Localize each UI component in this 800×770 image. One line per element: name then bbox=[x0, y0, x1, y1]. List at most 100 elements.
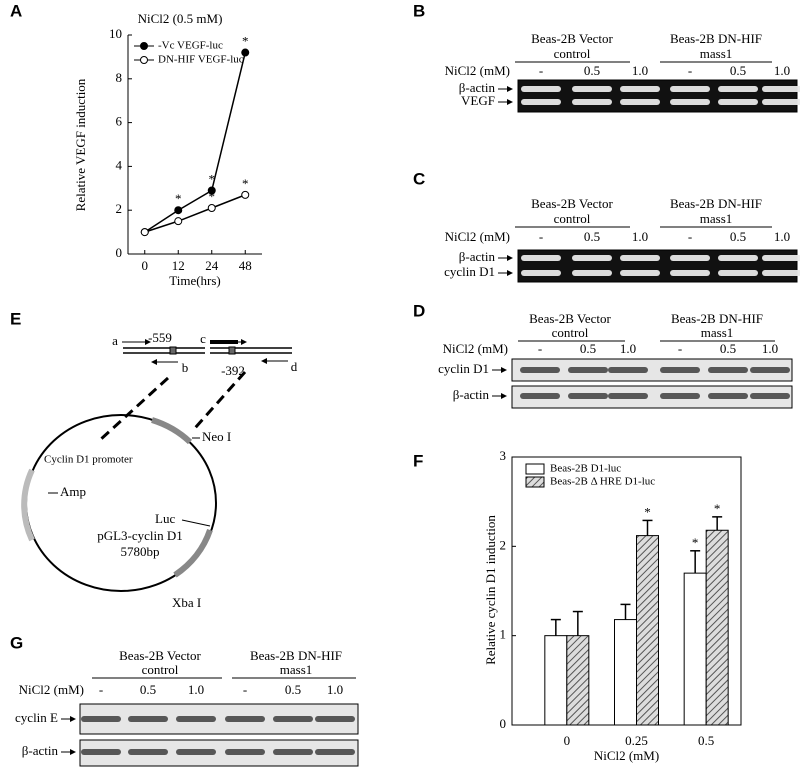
lane-label: 1.0 bbox=[188, 682, 204, 697]
data-point bbox=[140, 228, 149, 237]
legend-swatch bbox=[525, 463, 545, 475]
group-label: Beas-2B Vector bbox=[529, 311, 611, 326]
lane-label: - bbox=[678, 341, 682, 356]
panel-label: C bbox=[413, 169, 425, 188]
band bbox=[670, 255, 710, 261]
segment bbox=[173, 528, 213, 578]
significance-mark: * bbox=[209, 189, 216, 204]
site-label: c bbox=[200, 331, 206, 346]
x-axis-label: Time(hrs) bbox=[169, 273, 221, 288]
band bbox=[670, 99, 710, 105]
y-axis-label: Relative cyclin D1 induction bbox=[483, 515, 498, 665]
band bbox=[620, 270, 660, 276]
enzyme-label: Neo I bbox=[202, 429, 231, 444]
band bbox=[568, 393, 608, 399]
panel-label: E bbox=[10, 309, 21, 328]
lane-label: - bbox=[243, 682, 247, 697]
band-label: cyclin E bbox=[15, 710, 58, 725]
band bbox=[660, 393, 700, 399]
treatment-label: NiCl2 (mM) bbox=[445, 63, 510, 78]
x-tick-label: 12 bbox=[172, 258, 185, 273]
group-label: Beas-2B Vector bbox=[119, 648, 201, 663]
legend-marker bbox=[140, 42, 148, 50]
panel-label: A bbox=[10, 1, 22, 20]
treatment-label: NiCl2 (mM) bbox=[443, 341, 508, 356]
band bbox=[128, 716, 168, 722]
site-label: a bbox=[112, 333, 118, 348]
lane-label: 0.5 bbox=[730, 63, 746, 78]
position-label: -559 bbox=[148, 330, 172, 345]
bar bbox=[566, 635, 590, 726]
band bbox=[660, 367, 700, 373]
legend-swatch bbox=[525, 476, 545, 488]
group-label: Beas-2B DN-HIF bbox=[671, 311, 763, 326]
lane-label: 1.0 bbox=[620, 341, 636, 356]
blot bbox=[511, 358, 793, 382]
group-label: Beas-2B DN-HIF bbox=[670, 196, 762, 211]
group-sublabel: control bbox=[554, 211, 591, 226]
bar bbox=[683, 572, 707, 726]
panel-label: G bbox=[10, 633, 23, 652]
segment bbox=[151, 417, 193, 445]
y-tick-label: 10 bbox=[109, 26, 122, 41]
lane-label: 1.0 bbox=[632, 229, 648, 244]
bar bbox=[614, 619, 637, 726]
band bbox=[572, 99, 612, 105]
band bbox=[620, 99, 660, 105]
position-label: -392 bbox=[221, 363, 245, 378]
bar bbox=[544, 635, 568, 726]
site-label: b bbox=[182, 360, 189, 375]
band-label: VEGF bbox=[461, 93, 495, 108]
x-tick-label: 0 bbox=[142, 258, 149, 273]
band bbox=[718, 255, 758, 261]
band bbox=[568, 367, 608, 373]
series-line bbox=[144, 194, 246, 233]
group-sublabel: mass1 bbox=[700, 46, 733, 61]
band bbox=[750, 367, 790, 373]
band bbox=[273, 749, 313, 755]
dashed-line bbox=[98, 376, 170, 442]
band bbox=[81, 749, 121, 755]
x-tick-label: 0.5 bbox=[698, 733, 714, 748]
band bbox=[521, 99, 561, 105]
band bbox=[750, 393, 790, 399]
band bbox=[718, 270, 758, 276]
legend-label: Beas-2B D1-luc bbox=[550, 463, 621, 475]
y-axis-label: Relative VEGF induction bbox=[73, 78, 88, 211]
significance-mark: * bbox=[175, 191, 182, 206]
legend-label: -Vc VEGF-luc bbox=[158, 40, 223, 52]
band bbox=[520, 367, 560, 373]
lane-label: 0.5 bbox=[140, 682, 156, 697]
group-sublabel: control bbox=[142, 662, 179, 677]
y-tick-label: 3 bbox=[500, 448, 507, 463]
data-point bbox=[174, 206, 183, 215]
band bbox=[572, 255, 612, 261]
bar bbox=[705, 529, 729, 726]
lane-label: 0.5 bbox=[584, 63, 600, 78]
y-tick-label: 4 bbox=[116, 157, 123, 172]
lane-label: 0.5 bbox=[720, 341, 736, 356]
x-tick-label: 24 bbox=[205, 258, 219, 273]
band bbox=[708, 367, 748, 373]
site-box bbox=[228, 346, 236, 355]
plasmid-diagram bbox=[21, 339, 292, 592]
treatment-label: NiCl2 (mM) bbox=[445, 229, 510, 244]
lane-label: 0.5 bbox=[285, 682, 301, 697]
band bbox=[670, 270, 710, 276]
lane-label: 1.0 bbox=[774, 229, 790, 244]
group-sublabel: control bbox=[552, 325, 589, 340]
band bbox=[762, 255, 800, 261]
band bbox=[670, 86, 710, 92]
lane-label: 0.5 bbox=[584, 229, 600, 244]
x-tick-label: 0.25 bbox=[625, 733, 648, 748]
segment bbox=[21, 468, 35, 542]
dashed-line bbox=[193, 371, 247, 429]
lane-label: - bbox=[688, 229, 692, 244]
y-tick-label: 2 bbox=[116, 201, 123, 216]
gene-label: Luc bbox=[155, 511, 175, 526]
significance-mark: * bbox=[209, 171, 216, 186]
blot bbox=[517, 79, 798, 113]
promoter-label: Cyclin D1 promoter bbox=[44, 454, 133, 466]
site-label: d bbox=[291, 359, 298, 374]
band-label: cyclin D1 bbox=[444, 264, 495, 279]
